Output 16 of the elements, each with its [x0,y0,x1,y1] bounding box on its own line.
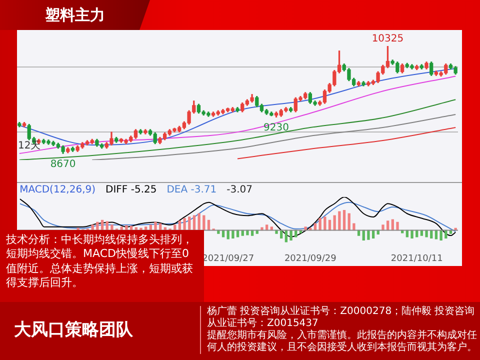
annotation: 10325 [372,34,404,45]
text: 提醒您期市有风险，入市需谨慎。此报告的内容并不构成对任何人的投资建议，且不会因接受人收到本报告而视其为客户。 [207,330,478,354]
x-tick-label: 2021/09/27 [202,254,254,264]
annotation: 8670 [50,159,76,170]
annotation: 12天 [18,140,41,152]
x-tick-label: 2021/10/11 [390,254,443,264]
annotation: 技术分析：中长期均线保持多头排列，短期均线交错。MACD快慢线下行至0值附近。总体走势保持上涨，短期或获得支撑后回升。 [0,230,204,302]
chart-title: MACD(12,26,9) [20,184,96,196]
text: 大风口策略团队 [14,319,133,341]
chart-title: 塑料主力 [45,6,105,25]
text: DIFF -5.25 [106,184,157,196]
text: DEA -3.71 [166,184,217,196]
annotation: 9230 [264,122,289,134]
text: 杨广蕾 投资咨询从业证书号：Z0000278；陆仲毅 投资咨询从业证书号：Z0015437 [207,306,476,330]
text: -3.07 [226,184,253,196]
x-tick-label: 2021/09/29 [284,254,337,264]
